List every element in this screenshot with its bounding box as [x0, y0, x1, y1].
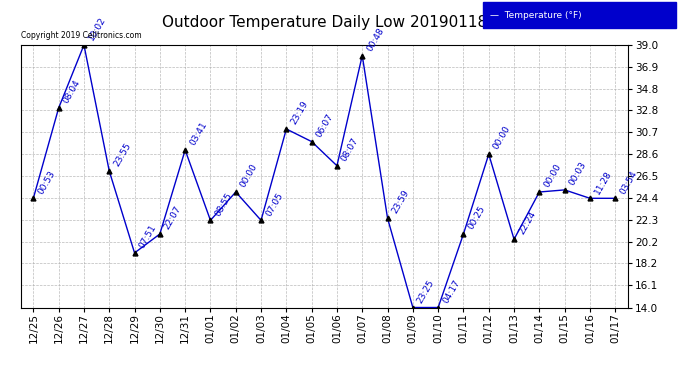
Text: 00:00: 00:00 [542, 162, 563, 189]
Text: 07:05: 07:05 [264, 190, 284, 217]
Text: Outdoor Temperature Daily Low 20190118: Outdoor Temperature Daily Low 20190118 [161, 15, 487, 30]
Text: 07:51: 07:51 [137, 223, 158, 250]
Text: 00:00: 00:00 [491, 124, 512, 152]
Text: 08:04: 08:04 [61, 78, 82, 105]
Text: 03:41: 03:41 [188, 120, 208, 147]
Text: 22:07: 22:07 [163, 204, 184, 231]
Text: 23:59: 23:59 [391, 189, 411, 216]
Text: 00:03: 00:03 [567, 160, 588, 187]
Text: —  Temperature (°F): — Temperature (°F) [490, 10, 582, 20]
Text: 10:02: 10:02 [87, 15, 108, 42]
Text: 00:25: 00:25 [466, 204, 487, 231]
Text: 08:55: 08:55 [213, 190, 234, 217]
Text: 00:48: 00:48 [365, 26, 386, 53]
Text: 23:55: 23:55 [112, 141, 132, 168]
Text: 23:19: 23:19 [289, 99, 310, 126]
Text: 08:07: 08:07 [339, 136, 360, 163]
Text: 03:54: 03:54 [618, 169, 639, 195]
Text: 00:00: 00:00 [239, 162, 259, 189]
Text: 00:53: 00:53 [36, 169, 57, 195]
Text: 04:17: 04:17 [441, 278, 462, 305]
Text: 11:28: 11:28 [593, 169, 613, 195]
Text: 06:07: 06:07 [315, 112, 335, 139]
Text: 22:24: 22:24 [517, 210, 538, 237]
Text: Copyright 2019 Celltronics.com: Copyright 2019 Celltronics.com [21, 31, 141, 40]
Text: 23:25: 23:25 [415, 278, 436, 305]
